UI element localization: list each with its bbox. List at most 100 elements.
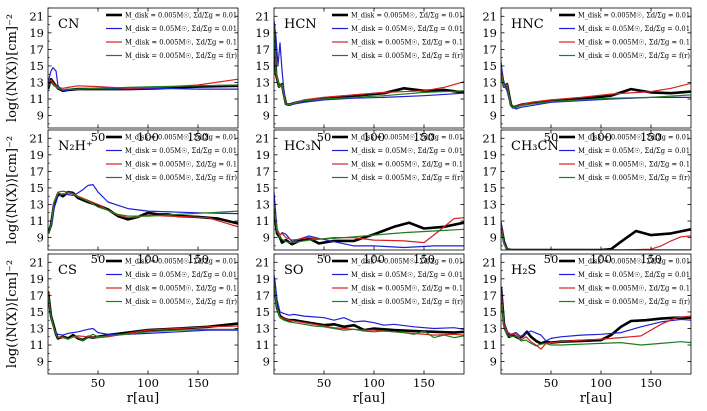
panel-6: 9 11 13 15 17 19 21 50 100 150 CS M_disk = 0.005M☉,… (5, 253, 239, 406)
panel-title: H₂S (511, 263, 536, 278)
legend-label: M_disk = 0.005M☉, Σd/Σg = 0.01 (125, 257, 237, 266)
panel-title: CS (58, 263, 77, 278)
series-line-3 (48, 81, 238, 91)
x-tick-label: 50 (91, 130, 106, 144)
legend-label: M_disk = 0.05M☉, Σd/Σg = 0.01 (351, 146, 463, 155)
x-tick-label: 50 (317, 252, 332, 266)
y-tick-label: 13 (29, 75, 44, 89)
y-tick-label: 17 (482, 164, 497, 178)
legend-label: M_disk = 0.005M☉, Σd/Σg = 0.01 (351, 11, 463, 20)
y-tick-label: 13 (482, 197, 497, 211)
x-tick-label: 100 (363, 130, 385, 144)
legend-label: M_disk = 0.005M☉, Σd/Σg = 0.1 (578, 38, 690, 47)
legend-label: M_disk = 0.05M☉, Σd/Σg = 0.01 (125, 270, 237, 279)
series-line-3 (274, 282, 464, 339)
y-tick-label: 21 (29, 131, 44, 145)
y-tick-label: 21 (255, 131, 270, 145)
legend-label: M_disk = 0.005M☉, Σd/Σg = 0.01 (578, 133, 690, 142)
y-tick-label: 13 (29, 321, 44, 335)
panel-4: 9 11 13 15 17 19 21 50 100 150 HC₃N M_disk = 0.005M… (255, 129, 465, 266)
y-tick-label: 15 (482, 305, 497, 319)
y-tick-label: 17 (29, 164, 44, 178)
series-line-3 (48, 192, 238, 234)
panel-2: 9 11 13 15 17 19 21 50 100 150 HNC M_disk = 0.005M☉… (482, 7, 692, 144)
legend-label: M_disk = 0.005M☉, Σd/Σg = f(r) (125, 173, 237, 182)
panel-8: 9 11 13 15 17 19 21 50 100 150 H₂S M_disk = 0.005M☉… (482, 253, 692, 406)
x-tick-label: 150 (640, 130, 662, 144)
series-line-0 (274, 208, 464, 246)
series-line-1 (274, 274, 464, 330)
x-tick-label: 150 (413, 252, 435, 266)
y-tick-label: 15 (482, 59, 497, 73)
y-tick-label: 19 (29, 26, 44, 40)
y-tick-label: 21 (255, 255, 270, 269)
series-line-0 (501, 224, 691, 250)
legend-label: M_disk = 0.05M☉, Σd/Σg = 0.01 (351, 270, 463, 279)
x-axis-label: r[au] (127, 391, 159, 406)
y-tick-label: 11 (29, 338, 44, 352)
y-tick-label: 15 (255, 181, 270, 195)
y-tick-label: 17 (255, 164, 270, 178)
panel-0: 9 11 13 15 17 19 21 50 100 150 CN M_disk = 0.005M☉,… (5, 7, 239, 144)
axes-frame (273, 7, 465, 129)
y-tick-label: 9 (37, 109, 44, 123)
legend-label: M_disk = 0.005M☉, Σd/Σg = 0.1 (578, 284, 690, 293)
y-tick-label: 9 (490, 231, 497, 245)
y-tick-label: 19 (482, 26, 497, 40)
legend-label: M_disk = 0.05M☉, Σd/Σg = 0.01 (578, 146, 690, 155)
y-tick-label: 17 (255, 288, 270, 302)
panel-3: 9 11 13 15 17 19 21 50 100 150 N₂H⁺ M_disk = 0.005M… (5, 129, 239, 266)
axes-frame (500, 129, 692, 251)
legend-label: M_disk = 0.005M☉, Σd/Σg = 0.01 (351, 133, 463, 142)
x-tick-label: 100 (590, 376, 612, 390)
x-tick-label: 150 (187, 376, 209, 390)
legend-label: M_disk = 0.005M☉, Σd/Σg = 0.1 (578, 160, 690, 169)
panel-title: SO (284, 263, 304, 278)
x-tick-label: 50 (91, 252, 106, 266)
y-tick-label: 17 (482, 288, 497, 302)
panel-title: HNC (511, 17, 544, 32)
x-tick-label: 150 (640, 252, 662, 266)
legend-label: M_disk = 0.005M☉, Σd/Σg = f(r) (351, 297, 463, 306)
panel-7: 9 11 13 15 17 19 21 50 100 150 SO M_disk = 0.005M☉,… (255, 253, 465, 406)
legend-label: M_disk = 0.05M☉, Σd/Σg = 0.01 (578, 24, 690, 33)
y-tick-label: 17 (29, 42, 44, 56)
x-tick-label: 50 (544, 252, 559, 266)
x-axis-label: r[au] (353, 391, 385, 406)
axes-frame (273, 253, 465, 375)
series-line-0 (48, 190, 238, 234)
panel-title: CN (58, 17, 79, 32)
x-tick-label: 100 (137, 252, 159, 266)
axes-frame (47, 129, 239, 251)
legend-label: M_disk = 0.005M☉, Σd/Σg = 0.01 (578, 11, 690, 20)
y-tick-label: 11 (482, 338, 497, 352)
series-line-2 (501, 225, 691, 250)
y-tick-label: 15 (255, 59, 270, 73)
legend-label: M_disk = 0.005M☉, Σd/Σg = 0.01 (125, 133, 237, 142)
legend-label: M_disk = 0.005M☉, Σd/Σg = 0.1 (351, 160, 463, 169)
y-tick-label: 9 (263, 231, 270, 245)
x-tick-label: 150 (413, 130, 435, 144)
series-line-2 (501, 69, 691, 108)
series-line-3 (274, 208, 464, 244)
legend-label: M_disk = 0.05M☉, Σd/Σg = 0.01 (351, 24, 463, 33)
legend-label: M_disk = 0.005M☉, Σd/Σg = f(r) (125, 51, 237, 60)
axes-frame (500, 7, 692, 129)
x-tick-label: 50 (91, 376, 106, 390)
y-tick-label: 9 (263, 109, 270, 123)
y-tick-label: 15 (482, 181, 497, 195)
axes-frame (273, 129, 465, 251)
legend-label: M_disk = 0.005M☉, Σd/Σg = 0.01 (578, 257, 690, 266)
panel-title: HCN (284, 17, 317, 32)
y-axis-label: log(⟨N(X)⟩[cm]⁻² (5, 260, 20, 368)
legend-label: M_disk = 0.05M☉, Σd/Σg = 0.01 (125, 146, 237, 155)
legend-label: M_disk = 0.005M☉, Σd/Σg = f(r) (125, 297, 237, 306)
y-tick-label: 19 (29, 148, 44, 162)
y-tick-label: 13 (29, 197, 44, 211)
legend-label: M_disk = 0.005M☉, Σd/Σg = f(r) (351, 51, 463, 60)
y-tick-label: 15 (29, 305, 44, 319)
series-line-3 (501, 74, 691, 108)
legend-label: M_disk = 0.005M☉, Σd/Σg = 0.01 (351, 257, 463, 266)
y-tick-label: 9 (37, 231, 44, 245)
